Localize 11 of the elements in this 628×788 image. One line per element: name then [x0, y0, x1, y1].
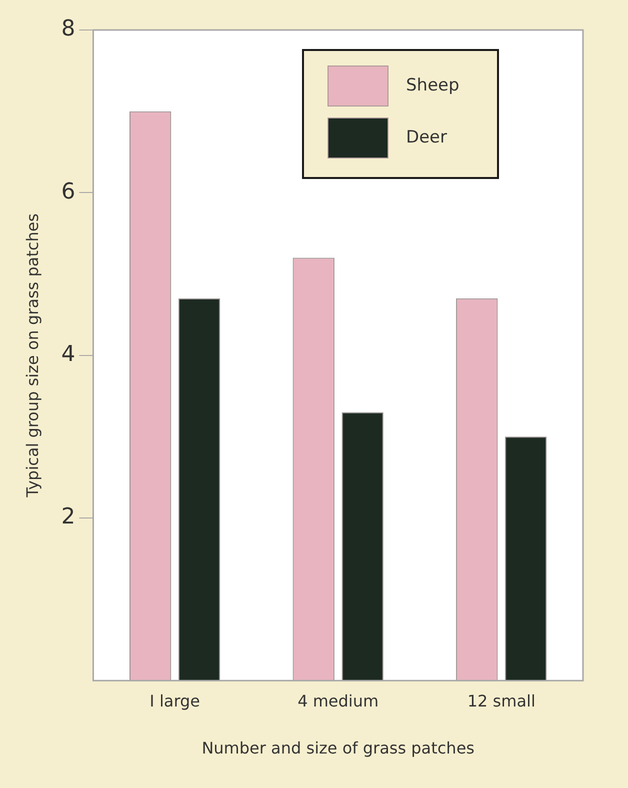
- y-tick-label: 8: [61, 16, 76, 42]
- x-tick-label: 4 medium: [298, 691, 379, 710]
- y-tick-label: 2: [61, 504, 76, 530]
- x-tick-label: 12 small: [467, 691, 536, 710]
- y-axis-title: Typical group size on grass patches: [22, 213, 42, 498]
- legend-label: Deer: [406, 127, 448, 148]
- x-axis-title: Number and size of grass patches: [202, 738, 475, 758]
- legend-label: Sheep: [406, 75, 460, 96]
- y-tick-label: 6: [61, 179, 76, 204]
- y-tick-label: 4: [61, 342, 76, 368]
- x-tick-label: I large: [150, 691, 200, 710]
